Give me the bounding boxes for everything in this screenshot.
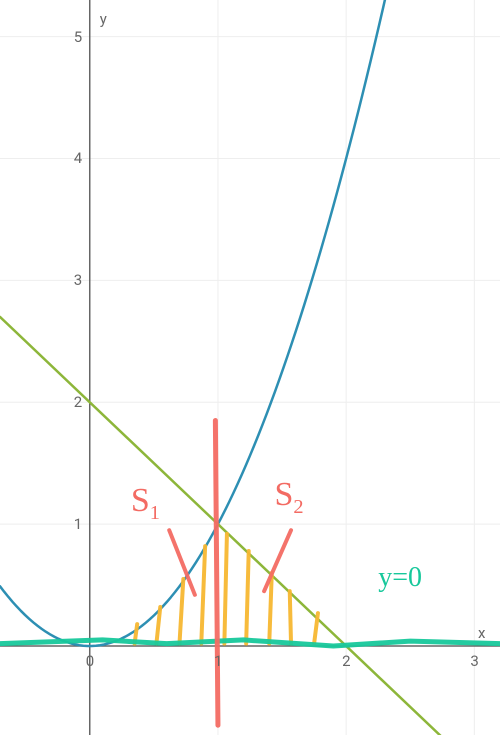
y-tick: 1: [74, 515, 82, 533]
y-tick: 5: [74, 28, 82, 46]
annotations: [0, 421, 500, 726]
hatch-stroke-2: [179, 579, 183, 644]
x-tick: 3: [470, 652, 478, 670]
hatch-stroke-3: [201, 546, 205, 644]
annotation-s2: S2: [274, 476, 303, 519]
curves: [0, 0, 500, 735]
hatch-stroke-7: [290, 591, 291, 643]
annotation-y0: y=0: [378, 562, 422, 594]
chart-canvas: [0, 0, 500, 735]
axes: [0, 0, 500, 735]
hatch-stroke-4: [224, 534, 227, 644]
y-tick: 4: [74, 149, 82, 167]
x-tick: 2: [342, 652, 350, 670]
x1-divider: [215, 421, 218, 726]
x-axis-label: x: [478, 624, 485, 642]
y-axis-label: y: [100, 10, 107, 28]
y-tick: 2: [74, 393, 82, 411]
x-tick: 1: [214, 652, 222, 670]
y-tick: 3: [74, 271, 82, 289]
curve-parabola: [0, 0, 500, 646]
x-tick: 0: [86, 652, 94, 670]
grid: [0, 0, 500, 735]
annotation-s1: S1: [131, 482, 160, 525]
hatch-stroke-5: [246, 551, 249, 644]
